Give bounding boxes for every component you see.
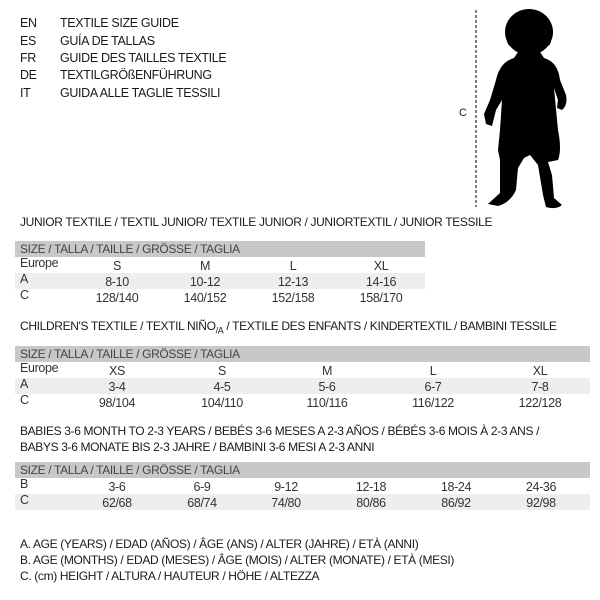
child-silhouette-icon xyxy=(475,9,567,209)
row-label: C xyxy=(20,493,29,507)
table-cell: 8-10 xyxy=(105,275,129,289)
table-cell: 12-13 xyxy=(277,275,309,289)
table-row: A 3-4 4-5 5-6 6-7 7-8 xyxy=(15,377,590,394)
table-cell: 6-9 xyxy=(193,480,211,494)
row-label: A xyxy=(20,272,28,286)
table-row: Europe S M L XL xyxy=(15,256,425,273)
table-cell: 92/98 xyxy=(526,496,556,510)
table-cell: 18-24 xyxy=(440,480,472,494)
size-header: SIZE / TALLA / TAILLE / GRÖSSE / TAGLIA xyxy=(15,346,590,362)
table-cell: 140/152 xyxy=(183,291,227,305)
row-label: Europe xyxy=(20,361,59,375)
size-header: SIZE / TALLA / TAILLE / GRÖSSE / TAGLIA xyxy=(15,462,590,478)
table-cell: 12-18 xyxy=(355,480,387,494)
table-row: C 98/104 104/110 110/116 116/122 122/128 xyxy=(15,393,590,410)
table-cell: M xyxy=(199,259,211,273)
table-cell: 152/158 xyxy=(271,291,315,305)
table-row: A 8-10 10-12 12-13 14-16 xyxy=(15,272,425,289)
child-silhouette xyxy=(484,9,567,209)
table-cell: 128/140 xyxy=(95,291,139,305)
table-row: C 62/68 68/74 74/80 80/86 86/92 92/98 xyxy=(15,493,590,510)
row-label: B xyxy=(20,477,28,491)
junior-size-table: SIZE / TALLA / TAILLE / GRÖSSE / TAGLIA … xyxy=(15,241,425,305)
row-label: C xyxy=(20,393,29,407)
table-cell: 68/74 xyxy=(187,496,217,510)
lang-code: DE xyxy=(20,68,37,82)
babies-title-line1: BABIES 3-6 MONTH TO 2-3 YEARS / BEBÉS 3-… xyxy=(20,424,540,438)
table-cell: 104/110 xyxy=(201,396,243,410)
table-cell: 74/80 xyxy=(271,496,301,510)
table-row: B 3-6 6-9 9-12 12-18 18-24 24-36 xyxy=(15,477,590,494)
lang-title: GUÍA DE TALLAS xyxy=(60,34,155,48)
lang-code: EN xyxy=(20,16,37,30)
size-header: SIZE / TALLA / TAILLE / GRÖSSE / TAGLIA xyxy=(15,241,425,257)
lang-code: FR xyxy=(20,51,36,65)
table-cell: L xyxy=(289,259,297,273)
table-cell: 80/86 xyxy=(356,496,386,510)
legend-a: A. AGE (YEARS) / EDAD (AÑOS) / ÂGE (ANS)… xyxy=(20,537,419,551)
children-title-rest: / TEXTILE DES ENFANTS / KINDERTEXTIL / B… xyxy=(223,319,557,333)
table-cell: 3-4 xyxy=(108,380,126,394)
table-cell: L xyxy=(429,364,437,378)
table-cell: 24-36 xyxy=(525,480,557,494)
table-cell: 62/68 xyxy=(102,496,132,510)
lang-title: TEXTILGRÖßENFÜHRUNG xyxy=(60,68,212,82)
table-row: Europe XS S M L XL xyxy=(15,361,590,378)
table-cell: S xyxy=(218,364,226,378)
table-cell: 5-6 xyxy=(318,380,336,394)
table-cell: 116/122 xyxy=(412,396,454,410)
row-label: C xyxy=(20,288,29,302)
table-cell: S xyxy=(113,259,121,273)
table-cell: 4-5 xyxy=(213,380,231,394)
table-row: C 128/140 140/152 152/158 158/170 xyxy=(15,288,425,305)
table-cell: 3-6 xyxy=(108,480,126,494)
children-size-table: SIZE / TALLA / TAILLE / GRÖSSE / TAGLIA … xyxy=(15,346,590,410)
table-cell: 110/116 xyxy=(306,396,348,410)
table-cell: 86/92 xyxy=(441,496,471,510)
table-cell: XS xyxy=(109,364,125,378)
height-label: C xyxy=(459,107,467,119)
table-cell: 14-16 xyxy=(365,275,397,289)
lang-title: TEXTILE SIZE GUIDE xyxy=(60,16,179,30)
table-cell: 122/128 xyxy=(518,396,562,410)
table-cell: 6-7 xyxy=(424,380,442,394)
babies-title-line2: BABYS 3-6 MONATE BIS 2-3 JAHRE / BAMBINI… xyxy=(20,440,375,454)
row-label: Europe xyxy=(20,256,59,270)
children-title-sub: /A xyxy=(215,325,224,336)
table-cell: 9-12 xyxy=(274,480,298,494)
legend-c: C. (cm) HEIGHT / ALTURA / HAUTEUR / HÖHE… xyxy=(20,569,320,583)
table-cell: M xyxy=(321,364,333,378)
table-cell: 10-12 xyxy=(189,275,221,289)
children-title-main: CHILDREN'S TEXTILE / TEXTIL NIÑO xyxy=(20,319,216,333)
table-cell: 158/170 xyxy=(359,291,403,305)
babies-size-table: SIZE / TALLA / TAILLE / GRÖSSE / TAGLIA … xyxy=(15,462,590,510)
table-cell: 98/104 xyxy=(98,396,136,410)
lang-title: GUIDE DES TAILLES TEXTILE xyxy=(60,51,227,65)
children-title: CHILDREN'S TEXTILE / TEXTIL NIÑO/A / TEX… xyxy=(20,319,557,336)
table-cell: XL xyxy=(373,259,389,273)
lang-code: IT xyxy=(20,86,31,100)
table-cell: XL xyxy=(532,364,548,378)
legend-b: B. AGE (MONTHS) / EDAD (MESES) / ÂGE (MO… xyxy=(20,553,455,567)
lang-code: ES xyxy=(20,34,36,48)
lang-title: GUIDA ALLE TAGLIE TESSILI xyxy=(60,86,221,100)
junior-title: JUNIOR TEXTILE / TEXTIL JUNIOR/ TEXTILE … xyxy=(20,215,493,229)
table-cell: 7-8 xyxy=(531,380,549,394)
row-label: A xyxy=(20,377,28,391)
